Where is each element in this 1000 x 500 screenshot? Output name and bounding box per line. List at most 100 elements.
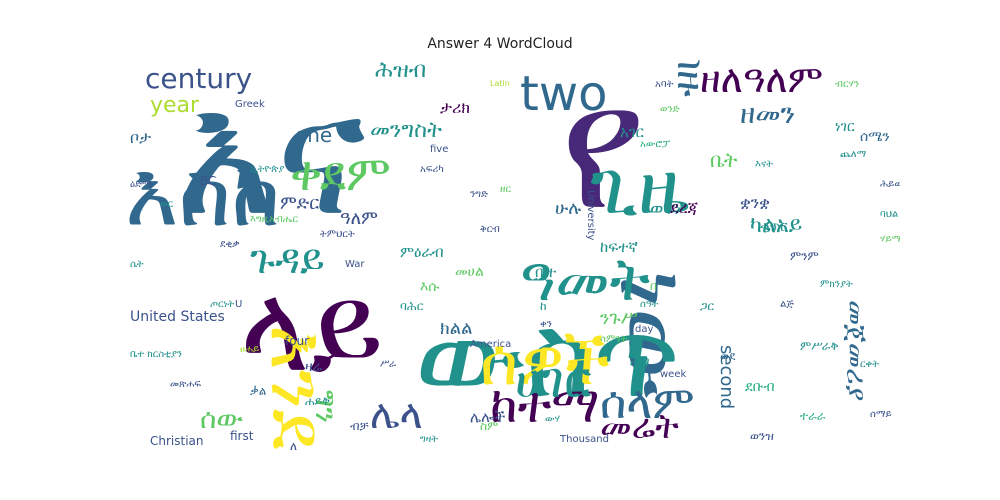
word-cloud: እና የ ነው ውስጥ ላይ እስከ እንደ ሰዎች ጊዜ ዓመት ከተማ ቀደም ሰላም ሀገር two ዘ… <box>125 60 900 450</box>
cloud-word-22: መሬት <box>600 407 679 447</box>
cloud-word-101: ቅርብ <box>480 224 500 235</box>
cloud-word-95: ትምህርት <box>320 229 355 240</box>
cloud-word-93: መጽሐፍ <box>170 379 201 390</box>
cloud-word-83: ለ <box>290 439 298 450</box>
cloud-word-0: እና <box>175 60 366 254</box>
cloud-word-100: ዘር <box>500 184 511 195</box>
cloud-word-20: ቦታ <box>130 128 152 147</box>
cloud-word-39: Latin <box>490 79 510 88</box>
cloud-word-67: ዛሬ <box>305 359 323 375</box>
cloud-word-62: ደረጃ <box>670 198 699 217</box>
cloud-word-42: ሰው <box>200 402 244 435</box>
cloud-word-108: ዕድሜ <box>130 179 153 190</box>
cloud-word-49: ወገን <box>650 198 682 219</box>
cloud-word-11: ቀደም <box>290 146 391 202</box>
cloud-word-105: አባት <box>655 79 674 90</box>
cloud-word-117: ፀሐይ <box>240 344 260 355</box>
cloud-word-104: እናት <box>755 159 773 170</box>
cloud-word-98: ሕይወት <box>880 179 900 190</box>
cloud-word-29: four <box>285 334 310 348</box>
cloud-word-47: ቤት <box>710 148 738 172</box>
cloud-word-65: ነገር <box>835 119 855 135</box>
cloud-word-84: ግዛት <box>420 434 438 445</box>
cloud-word-106: ወንድ <box>660 104 680 115</box>
cloud-word-19: one <box>295 123 333 147</box>
cloud-word-44: መንግስት <box>370 118 442 143</box>
cloud-word-76: ቃል <box>250 384 267 398</box>
cloud-word-70: ደቡብ <box>745 379 775 395</box>
cloud-word-88: ኢትዮጵያ <box>250 164 285 175</box>
cloud-word-107: ሴት <box>130 259 144 270</box>
cloud-word-31: BC <box>200 174 217 188</box>
cloud-word-32: America <box>470 339 512 350</box>
cloud-word-78: ብቻ <box>350 419 369 433</box>
cloud-word-115: ጨለማ <box>840 149 867 160</box>
cloud-word-71: ምሥራቅ <box>800 339 839 353</box>
cloud-word-30: Greek <box>235 99 265 110</box>
cloud-word-27: Christian <box>150 434 204 448</box>
cloud-word-112: ሰዓት <box>640 299 659 310</box>
cloud-word-69: ሰሜን <box>860 129 890 145</box>
cloud-word-57: ክልል <box>440 318 473 339</box>
cloud-word-17: century <box>145 62 253 95</box>
cloud-word-52: ቋንቋ <box>740 193 770 212</box>
cloud-word-50: ዓለም <box>340 208 378 229</box>
cloud-word-60: ቤተ <box>535 263 557 281</box>
cloud-word-5: እስከ <box>125 142 281 247</box>
cloud-word-80: ወደ <box>720 349 736 363</box>
cloud-word-7: ሰዎች <box>480 325 611 400</box>
cloud-word-114: ብርሃን <box>835 79 860 90</box>
cloud-word-91: ንግድ <box>470 189 488 200</box>
cloud-word-38: Thousand <box>560 434 609 445</box>
cloud-word-16: ብዙ <box>669 60 713 97</box>
cloud-word-116: ሰማይ <box>870 409 892 420</box>
cloud-word-34: War <box>345 259 365 270</box>
cloud-word-3: ውስጥ <box>415 290 681 424</box>
cloud-word-26: United States <box>130 309 225 325</box>
cloud-word-41: መጀመሪያ <box>840 300 873 402</box>
cloud-word-87: እግዚአብሔር <box>250 214 299 225</box>
cloud-word-23: ሌላ <box>370 392 423 438</box>
cloud-word-68: ሕግ <box>630 354 650 370</box>
cloud-word-4: ላይ <box>240 260 384 399</box>
cloud-word-77: ስም <box>480 419 499 433</box>
cloud-word-82: በ <box>650 279 657 293</box>
cloud-word-8: ጊዜ <box>590 143 690 231</box>
cloud-word-40: U <box>235 299 243 310</box>
cloud-word-110: ሳምንት <box>600 334 628 345</box>
cloud-word-103: ልጅ <box>780 299 794 310</box>
cloud-word-58: ምዕራብ <box>400 243 444 261</box>
cloud-word-14: two <box>520 66 608 122</box>
cloud-word-90: አውሮፓ <box>640 139 670 150</box>
cloud-word-36: day <box>635 324 654 335</box>
cloud-word-12: ሰላም <box>600 376 695 429</box>
cloud-word-59: ሌሎች <box>470 408 506 426</box>
cloud-word-94: ቤተ ክርስቲያን <box>130 349 183 360</box>
cloud-word-61: መሀል <box>455 264 484 280</box>
cloud-word-1: የ <box>560 60 646 249</box>
cloud-word-37: week <box>660 369 687 380</box>
cloud-word-109: ወር <box>160 199 173 210</box>
cloud-word-75: ሐይቅ <box>305 394 331 408</box>
cloud-word-86: ውሃ <box>545 414 560 425</box>
cloud-word-33: University <box>585 190 596 241</box>
cloud-word-55: አገር <box>620 123 644 141</box>
cloud-word-48: ምድር <box>280 193 320 214</box>
cloud-word-28: first <box>230 429 254 443</box>
cloud-word-21: ጉዳይ <box>250 237 325 283</box>
cloud-word-113: ደቂቃ <box>220 239 240 250</box>
cloud-word-45: ካልአይ <box>750 213 803 238</box>
cloud-word-102: ርቀት <box>860 359 879 370</box>
cloud-word-73: ወንዝ <box>750 429 774 443</box>
cloud-word-85: ሥራ <box>380 359 397 370</box>
cloud-word-99: ባህል <box>880 209 899 220</box>
cloud-word-81: ከ <box>540 299 547 313</box>
cloud-word-53: ከፍተኛ <box>600 238 638 256</box>
cloud-word-56: ታሪክ <box>440 98 470 117</box>
cloud-word-54: ንጉሥ <box>600 308 638 329</box>
cloud-word-13: ሀገር <box>515 351 592 409</box>
cloud-word-96: ሃይማኖት <box>880 234 900 245</box>
cloud-word-89: አፍሪካ <box>420 164 444 175</box>
cloud-word-9: ዓመት <box>520 245 651 315</box>
cloud-word-18: year <box>150 93 200 118</box>
